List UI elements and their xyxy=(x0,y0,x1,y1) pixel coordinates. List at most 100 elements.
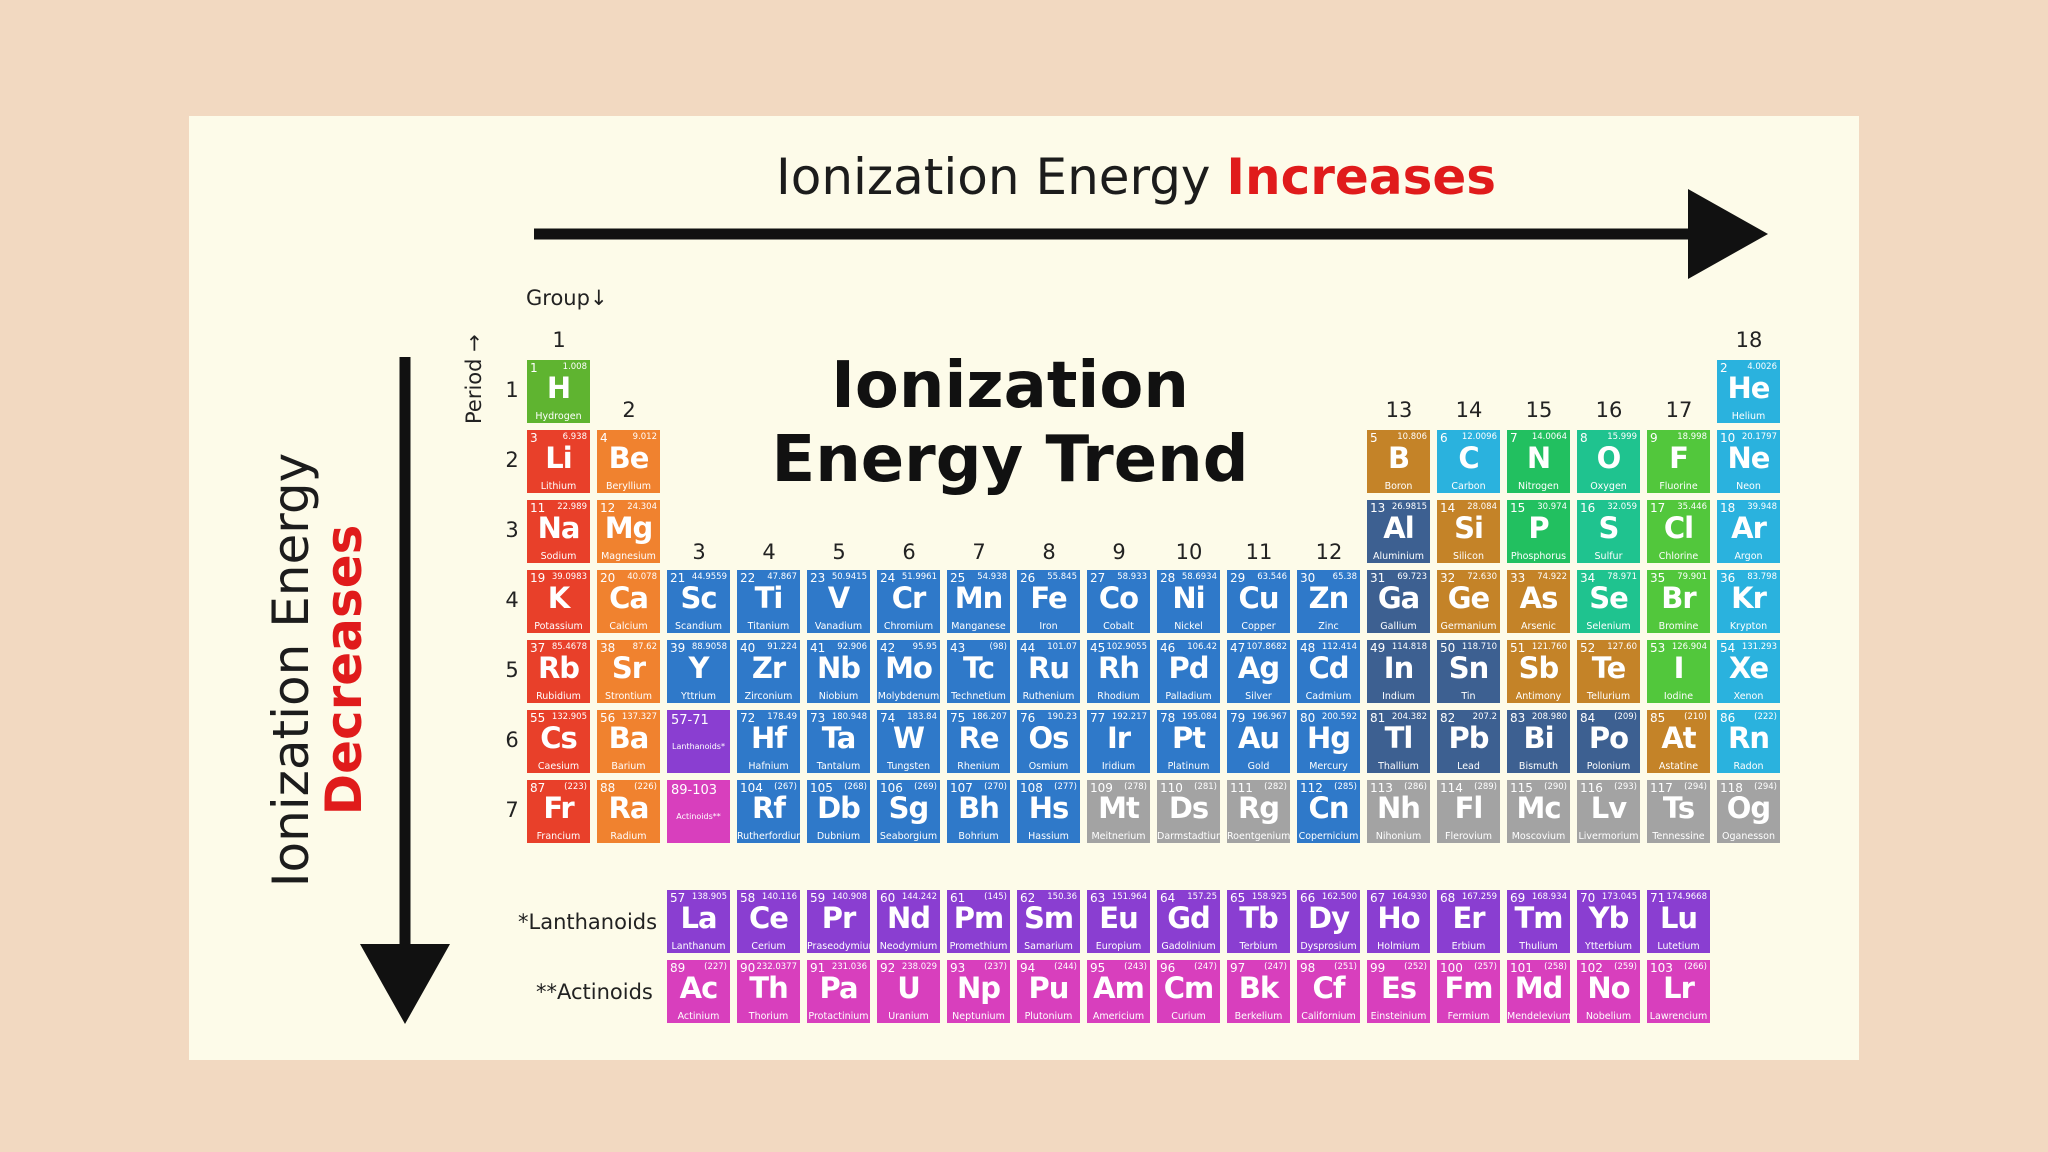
atomic-mass: 63.546 xyxy=(1257,572,1287,582)
element-tile-sn: 50 118.710 Sn Tin xyxy=(1437,640,1500,703)
element-symbol: Po xyxy=(1588,721,1629,755)
element-name: Flerovium xyxy=(1445,831,1492,842)
atomic-number: 38 xyxy=(600,641,616,655)
group-number: 14 xyxy=(1455,398,1483,422)
group-number: 2 xyxy=(622,398,636,422)
atomic-number: 45 xyxy=(1090,641,1106,655)
group-number: 13 xyxy=(1385,398,1413,422)
element-symbol: Gd xyxy=(1167,901,1211,935)
element-tile-ne: 10 20.1797 Ne Neon xyxy=(1717,430,1780,493)
atomic-mass: 39.0983 xyxy=(551,572,587,582)
atomic-number: 105 xyxy=(810,781,833,795)
element-tile-li: 3 6.938 Li Lithium xyxy=(527,430,590,493)
element-symbol: Pa xyxy=(819,971,858,1005)
element-tile-ar: 18 39.948 Ar Argon xyxy=(1717,500,1780,563)
element-tile-rf: 104 (267) Rf Rutherfordium xyxy=(737,780,800,843)
element-name: Xenon xyxy=(1733,691,1764,702)
element-tile-pb: 82 207.2 Pb Lead xyxy=(1437,710,1500,773)
element-name: Francium xyxy=(536,831,581,842)
element-tile-ge: 32 72.630 Ge Germanium xyxy=(1437,570,1500,633)
element-symbol: Xe xyxy=(1728,651,1769,685)
atomic-mass: 126.904 xyxy=(1671,642,1707,652)
element-name: Ruthenium xyxy=(1022,691,1075,702)
element-tile-c: 6 12.0096 C Carbon xyxy=(1437,430,1500,493)
element-symbol: Lu xyxy=(1659,901,1698,935)
element-name: Rhodium xyxy=(1097,691,1140,702)
element-name: Actinium xyxy=(677,1011,720,1022)
atomic-mass: 173.045 xyxy=(1601,892,1637,902)
element-name: Gadolinium xyxy=(1161,941,1216,952)
element-name: Carbon xyxy=(1451,481,1486,492)
element-symbol: Pt xyxy=(1171,721,1206,755)
element-symbol: Se xyxy=(1589,581,1629,615)
atomic-mass: (237) xyxy=(984,962,1007,972)
element-tile-cf: 98 (251) Cf Californium xyxy=(1297,960,1360,1023)
element-name: Lead xyxy=(1457,761,1480,772)
atomic-mass: 50.9415 xyxy=(831,572,867,582)
element-tile-tm: 69 168.934 Tm Thulium xyxy=(1507,890,1570,953)
element-symbol: Br xyxy=(1661,581,1696,615)
element-tile-si: 14 28.084 Si Silicon xyxy=(1437,500,1500,563)
element-name: Hafnium xyxy=(748,761,789,772)
element-tile-zr: 40 91.224 Zr Zirconium xyxy=(737,640,800,703)
element-tile-ds: 110 (281) Ds Darmstadtium xyxy=(1157,780,1220,843)
element-name: Phosphorus xyxy=(1510,551,1567,562)
element-tile-pu: 94 (244) Pu Plutonium xyxy=(1017,960,1080,1023)
atomic-number: 51 xyxy=(1510,641,1526,655)
element-tile-ti: 22 47.867 Ti Titanium xyxy=(737,570,800,633)
element-symbol: Mc xyxy=(1516,791,1561,825)
atomic-number: 10 xyxy=(1720,431,1736,445)
element-name: Livermorium xyxy=(1578,831,1639,842)
element-symbol: Al xyxy=(1383,511,1414,545)
element-tile-sm: 62 150.36 Sm Samarium xyxy=(1017,890,1080,953)
element-symbol: Cs xyxy=(540,721,578,755)
element-tile-fr: 87 (223) Fr Francium xyxy=(527,780,590,843)
element-name: Oxygen xyxy=(1590,481,1627,492)
arrow-down-icon: ↓ xyxy=(589,286,608,310)
top-arrow-label: Ionization Energy Increases xyxy=(776,148,1497,206)
element-symbol: Ne xyxy=(1727,441,1771,475)
element-name: Nitrogen xyxy=(1518,481,1559,492)
element-tile-os: 76 190.23 Os Osmium xyxy=(1017,710,1080,773)
series-label: Lanthanoids* xyxy=(672,742,725,751)
element-name: Lithium xyxy=(540,481,577,492)
lanthanoids-placeholder: 57-71 Lanthanoids* xyxy=(667,710,730,773)
element-symbol: Ba xyxy=(608,721,650,755)
element-name: Uranium xyxy=(888,1011,929,1022)
atomic-mass: 200.592 xyxy=(1321,712,1357,722)
period-number: 3 xyxy=(505,518,519,542)
atomic-mass: 88.9058 xyxy=(691,642,727,652)
element-name: Moscovium xyxy=(1511,831,1566,842)
atomic-number: 39 xyxy=(670,641,686,655)
atomic-number: 78 xyxy=(1160,711,1176,725)
element-tile-u: 92 238.029 U Uranium xyxy=(877,960,940,1023)
element-symbol: Ru xyxy=(1028,651,1070,685)
element-name: Holmium xyxy=(1377,941,1420,952)
element-symbol: Cu xyxy=(1238,581,1280,615)
atomic-number: 53 xyxy=(1650,641,1666,655)
atomic-mass: 58.933 xyxy=(1117,572,1147,582)
element-tile-eu: 63 151.964 Eu Europium xyxy=(1087,890,1150,953)
atomic-number: 23 xyxy=(810,571,826,585)
element-symbol: Dy xyxy=(1308,901,1350,935)
element-symbol: Ho xyxy=(1377,901,1420,935)
element-tile-cu: 29 63.546 Cu Copper xyxy=(1227,570,1290,633)
atomic-number: 61 xyxy=(950,891,966,905)
element-symbol: Hf xyxy=(751,721,787,755)
element-name: Terbium xyxy=(1239,941,1278,952)
element-symbol: F xyxy=(1669,441,1689,475)
element-tile-tl: 81 204.382 Tl Thallium xyxy=(1367,710,1430,773)
element-name: Europium xyxy=(1095,941,1142,952)
atomic-number: 8 xyxy=(1580,431,1588,445)
element-symbol: Kr xyxy=(1731,581,1767,615)
atomic-mass: 69.723 xyxy=(1397,572,1427,582)
element-tile-zn: 30 65.38 Zn Zinc xyxy=(1297,570,1360,633)
element-tile-nh: 113 (286) Nh Nihonium xyxy=(1367,780,1430,843)
element-symbol: Ir xyxy=(1106,721,1131,755)
element-tile-np: 93 (237) Np Neptunium xyxy=(947,960,1010,1023)
atomic-mass: 51.9961 xyxy=(901,572,937,582)
range-label: 57-71 xyxy=(671,713,709,728)
element-tile-fl: 114 (289) Fl Flerovium xyxy=(1437,780,1500,843)
atomic-number: 89 xyxy=(670,961,686,975)
element-name: Lanthanum xyxy=(671,941,726,952)
